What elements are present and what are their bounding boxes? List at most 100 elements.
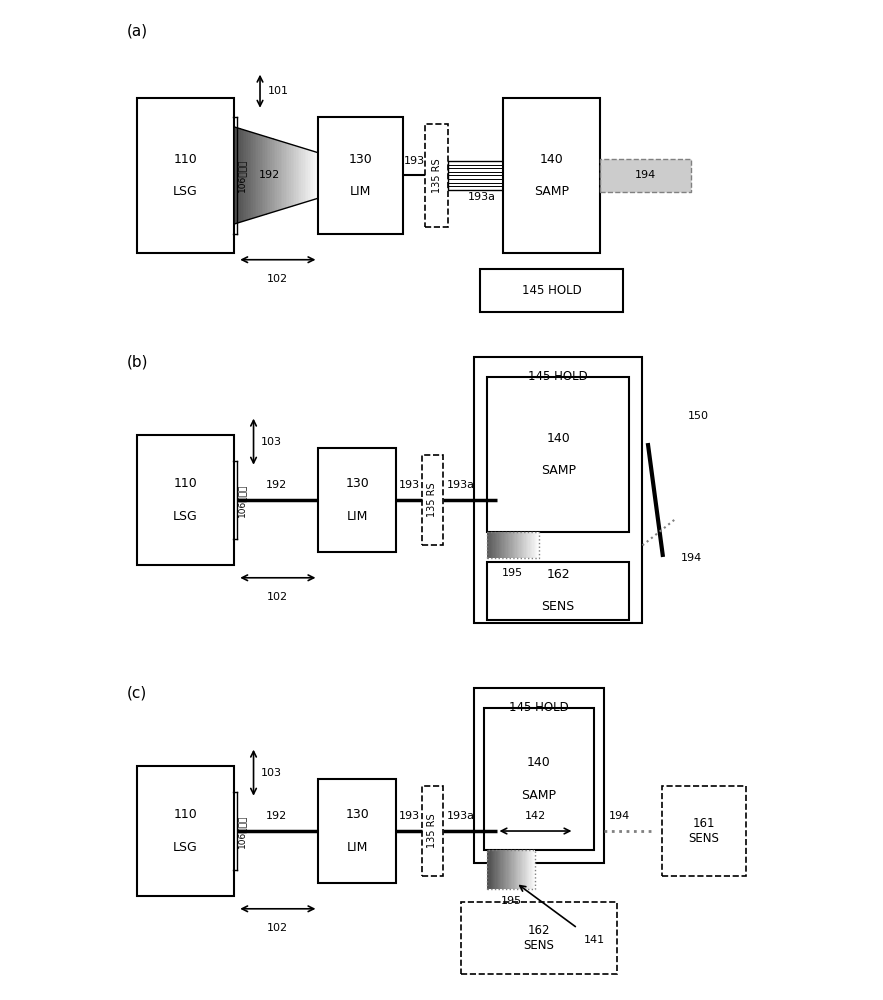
Bar — [506, 850, 508, 889]
Bar — [520, 850, 521, 889]
Bar — [522, 850, 524, 889]
Bar — [499, 532, 500, 558]
Bar — [281, 141, 283, 210]
Text: 110: 110 — [174, 808, 198, 821]
Bar — [522, 532, 523, 558]
Text: SAMP: SAMP — [521, 789, 556, 802]
Bar — [509, 850, 510, 889]
Bar — [528, 850, 530, 889]
Text: 150: 150 — [688, 411, 709, 421]
Bar — [274, 139, 275, 212]
Bar — [495, 850, 496, 889]
Text: LIM: LIM — [350, 185, 371, 198]
Bar — [253, 133, 254, 218]
Bar — [270, 138, 272, 213]
Bar — [254, 133, 256, 218]
Bar — [301, 147, 303, 203]
Text: 130: 130 — [345, 477, 369, 490]
Bar — [533, 532, 535, 558]
Bar — [246, 131, 248, 220]
Bar — [137, 98, 234, 253]
Bar — [448, 161, 503, 190]
Text: 135 RS: 135 RS — [432, 158, 442, 193]
Bar — [484, 708, 593, 850]
Text: 106滤光器: 106滤光器 — [238, 814, 246, 848]
Bar — [487, 562, 630, 620]
Bar — [515, 850, 516, 889]
Text: 194: 194 — [609, 811, 630, 821]
Bar — [512, 850, 514, 889]
Bar — [252, 132, 253, 219]
Bar — [298, 146, 299, 204]
Bar — [518, 532, 519, 558]
Bar — [474, 357, 643, 623]
Bar — [516, 532, 517, 558]
Bar — [234, 127, 236, 224]
Bar — [497, 532, 499, 558]
Bar — [527, 850, 528, 889]
Text: 192: 192 — [266, 811, 287, 821]
Text: 145 HOLD: 145 HOLD — [522, 284, 582, 297]
Text: 141: 141 — [584, 935, 605, 945]
Bar — [517, 532, 518, 558]
Bar — [502, 850, 504, 889]
Text: 193: 193 — [404, 156, 425, 166]
Bar — [600, 159, 691, 192]
Bar — [523, 532, 525, 558]
Bar — [312, 151, 313, 200]
Bar — [508, 850, 509, 889]
Text: 140: 140 — [527, 756, 551, 769]
Bar — [422, 786, 442, 876]
Bar — [489, 850, 491, 889]
Text: 195: 195 — [501, 896, 522, 906]
Bar — [517, 850, 518, 889]
Bar — [260, 135, 261, 216]
Text: 193: 193 — [398, 480, 419, 490]
Bar — [263, 136, 265, 215]
Bar — [487, 377, 630, 532]
Bar — [308, 150, 310, 201]
Text: SAMP: SAMP — [540, 464, 576, 477]
Text: 145 HOLD: 145 HOLD — [528, 370, 588, 383]
Text: (a): (a) — [127, 23, 148, 38]
Bar — [521, 850, 522, 889]
Bar — [286, 143, 287, 208]
Bar — [499, 850, 501, 889]
Text: (b): (b) — [127, 354, 148, 369]
Bar — [502, 532, 503, 558]
Bar — [525, 850, 527, 889]
Bar — [505, 532, 506, 558]
Text: 130: 130 — [345, 808, 369, 821]
Bar — [510, 532, 511, 558]
Bar — [238, 128, 239, 223]
Bar — [319, 779, 396, 883]
Text: 102: 102 — [268, 592, 289, 602]
Bar — [509, 532, 510, 558]
Bar — [491, 532, 492, 558]
Bar — [531, 532, 532, 558]
Text: 145 HOLD: 145 HOLD — [509, 701, 569, 714]
Bar — [516, 850, 517, 889]
Text: 162: 162 — [547, 568, 570, 581]
Text: 194: 194 — [682, 553, 703, 563]
Text: 110: 110 — [174, 153, 198, 166]
Bar — [317, 152, 319, 199]
Bar — [272, 138, 274, 212]
Bar — [527, 532, 528, 558]
Bar — [261, 135, 263, 216]
Text: 130: 130 — [349, 153, 373, 166]
Bar — [503, 98, 600, 253]
Bar — [426, 124, 448, 227]
Bar — [533, 850, 534, 889]
Bar — [243, 129, 245, 221]
Bar — [503, 532, 505, 558]
Bar — [291, 144, 292, 207]
Bar — [292, 145, 294, 206]
Bar — [535, 532, 536, 558]
Text: 193a: 193a — [447, 811, 475, 821]
Bar — [510, 850, 511, 889]
Bar — [303, 148, 305, 203]
Bar — [518, 850, 520, 889]
Text: 193: 193 — [398, 811, 419, 821]
Bar — [514, 850, 515, 889]
